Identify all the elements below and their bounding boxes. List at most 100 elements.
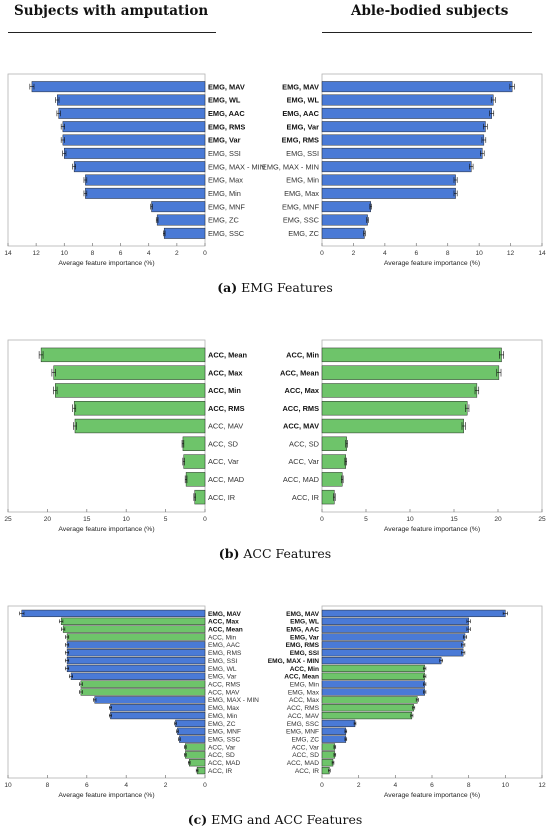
chart-a-right-bar [321,161,472,173]
chart-b-right-bar [321,383,478,398]
caption-c-label: (c) [187,812,208,827]
chart-a-right-xtick-label: 10 [475,250,483,257]
chart-a-right-category-label: EMG, ZC [288,229,319,238]
chart-c-left-category-label: ACC, SD [208,752,235,759]
chart-a-right-xtick-label: 14 [538,250,546,257]
chart-c-right-xtick-label: 8 [467,782,471,789]
chart-c-left-bar [80,680,206,688]
chart-c-left-category-label: EMG, MAV [208,611,241,618]
chart-c-right-category-label: EMG, SSC [287,721,319,728]
chart-a-right-category-label: EMG, AAC [282,109,319,118]
chart-a-left-bar [62,134,206,146]
chart-b-right-category-label: ACC, Max [285,386,320,395]
chart-b-right-xtick-label: 0 [320,516,324,523]
chart-b-left-bar [74,418,206,434]
chart-a-right-category-label: EMG, SSI [286,149,319,158]
chart-a-left-bar [64,147,206,159]
chart-b-left-bar [73,401,206,416]
chart-a-right-bar [321,227,365,239]
chart-b-right-xlabel: Average feature importance (%) [384,526,480,533]
chart-a-left-xtick-label: 12 [32,250,40,257]
chart-a-right-category-label: EMG, Min [286,176,319,185]
chart-a-right-xtick-label: 2 [352,250,356,257]
chart-c-left-category-label: EMG, SSI [208,658,237,665]
chart-a-right-xtick-label: 0 [320,250,324,257]
chart-b-left-xtick-label: 20 [44,516,52,523]
chart-c-left-category-label: EMG, Max [208,705,240,712]
caption-a-text: EMG Features [237,280,333,295]
chart-a-left-xtick-label: 6 [119,250,123,257]
chart-c-left-category-label: ACC, Mean [208,627,243,634]
chart-c-right-bar [321,751,336,759]
chart-c-right-category-label: EMG, MAV [286,611,319,618]
chart-c-left-bar [21,609,206,618]
chart-c-right-category-label: EMG, Max [288,689,320,696]
chart-c-left-category-label: ACC, Var [208,744,236,751]
chart-a-left-bar [73,161,206,173]
chart-a-left-category-label: EMG, ZC [208,216,239,225]
chart-c-right-bar [321,641,464,649]
chart-c-right-category-label: EMG, Min [290,682,320,689]
chart-b-left-category-label: ACC, IR [208,493,235,502]
header-able-bodied: Able-bodied subjects [351,3,509,19]
chart-c-left-bar [60,617,206,625]
chart-b-right-xtick-label: 10 [406,516,414,523]
chart-c-right-bar [321,735,347,743]
chart-c-left-xtick-label: 2 [164,782,168,789]
chart-c-right-xtick-label: 6 [430,782,434,789]
chart-c-left-bar [66,633,206,641]
chart-b-right-bar [321,472,343,487]
chart-c-right-bar [321,680,425,688]
chart-a-left-xtick-label: 0 [203,250,207,257]
chart-c-right-bar [321,664,425,673]
chart-a-right-xtick-label: 12 [507,250,515,257]
chart-c-right-bar [321,759,334,767]
chart-b-left-xtick-label: 15 [83,516,91,523]
chart-a-left-category-label: EMG, RMS [208,122,245,131]
chart-a-left-bar [151,201,206,213]
chart-c-right-category-label: EMG, MAX - MIN [268,658,320,665]
chart-c-right-bar [321,625,469,633]
chart-c-left-bar [70,672,206,680]
chart-a-right-bar [321,107,492,119]
chart-b-right-bar [321,436,347,451]
chart-c-right-category-label: ACC, Mean [284,674,319,681]
chart-b-right-bar [321,454,346,469]
header-rule-left [8,32,216,33]
chart-b-right-bar [321,401,468,416]
chart-c-left-xtick-label: 10 [4,782,12,789]
chart-c-left-category-label: ACC, Max [208,619,239,626]
chart-c-right-bar [321,617,469,625]
chart-c-right-category-label: EMG, RMS [286,642,320,649]
chart-c-left-bar [177,727,206,735]
chart-c-right-xtick-label: 0 [320,782,324,789]
chart-b-left-category-label: ACC, Max [208,368,243,377]
chart-b-left-category-label: ACC, MAD [208,475,244,484]
chart-b-right-category-label: ACC, Min [286,351,319,360]
chart-a-left-xtick-label: 14 [4,250,12,257]
chart-c-right-bar [321,656,442,665]
chart-a-right-bar [321,94,494,106]
chart-a-left-bar [156,214,206,226]
chart-b-right-category-label: ACC, Mean [280,368,319,377]
chart-c-left-category-label: EMG, Min [208,713,238,720]
chart-b-left-bar [185,472,206,487]
chart-a-left-bar [163,227,206,239]
chart-b-left-bar [40,347,206,363]
chart-a-right-xtick-label: 6 [414,250,418,257]
chart-b-left-category-label: ACC, MAV [208,422,243,431]
chart-c-left-bar [185,751,206,759]
chart-b-right-xtick-label: 5 [364,516,368,523]
chart-b-left-category-label: ACC, SD [208,439,238,448]
chart-c-left-bar [62,625,206,633]
caption-c-text: EMG and ACC Features [207,812,363,827]
chart-c-left-category-label: EMG, Var [208,674,237,681]
chart-c-left-xtick-label: 4 [124,782,128,789]
chart-c-right-xtick-label: 4 [393,782,397,789]
chart-a-right-bar [321,201,371,213]
chart-a-right-category-label: EMG, RMS [282,136,319,145]
chart-c-left-category-label: EMG, ZC [208,721,236,728]
chart-c-left-category-label: EMG, SSC [208,737,240,744]
chart-c-left-xtick-label: 0 [203,782,207,789]
